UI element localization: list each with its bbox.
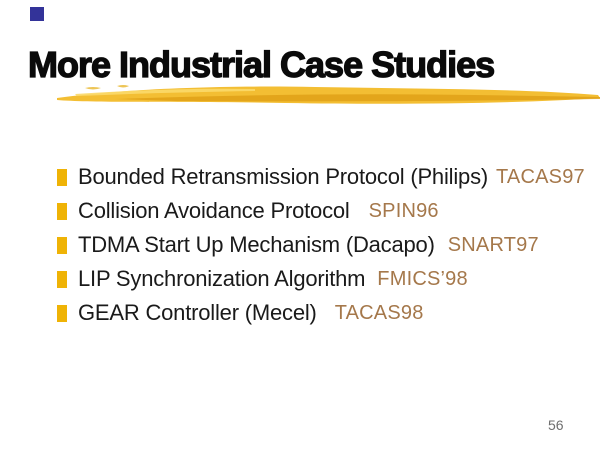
conference-label: FMICS’98: [377, 267, 468, 290]
list-item: GEAR Controller (Mecel) TACAS98: [57, 296, 597, 330]
page-title: More Industrial Case Studies: [27, 43, 495, 85]
conference-label: TACAS97: [496, 165, 585, 188]
case-study-list: Bounded Retransmission Protocol (Philips…: [57, 160, 597, 330]
corner-square-icon: [30, 7, 44, 21]
list-item: LIP Synchronization Algorithm FMICS’98: [57, 262, 597, 296]
list-item-text: TDMA Start Up Mechanism (Dacapo): [78, 232, 435, 257]
list-item-text: GEAR Controller (Mecel): [78, 300, 317, 325]
list-item-text: LIP Synchronization Algorithm: [78, 266, 366, 291]
bullet-square-icon: [57, 270, 67, 288]
conference-label: SPIN96: [368, 199, 439, 222]
list-item: TDMA Start Up Mechanism (Dacapo) SNART97: [57, 228, 597, 262]
bullet-square-icon: [57, 168, 67, 186]
list-item-text: Collision Avoidance Protocol: [78, 198, 350, 223]
bullet-square-icon: [57, 236, 67, 254]
page-number: 56: [548, 417, 564, 433]
conference-label: TACAS98: [334, 301, 424, 324]
bullet-square-icon: [57, 202, 67, 220]
list-item: Bounded Retransmission Protocol (Philips…: [57, 160, 597, 194]
brush-stroke-underline: [57, 85, 600, 104]
conference-label: SNART97: [447, 233, 539, 256]
list-item: Collision Avoidance Protocol SPIN96: [57, 194, 597, 228]
bullet-square-icon: [57, 304, 67, 322]
list-item-text: Bounded Retransmission Protocol (Philips…: [78, 164, 488, 189]
